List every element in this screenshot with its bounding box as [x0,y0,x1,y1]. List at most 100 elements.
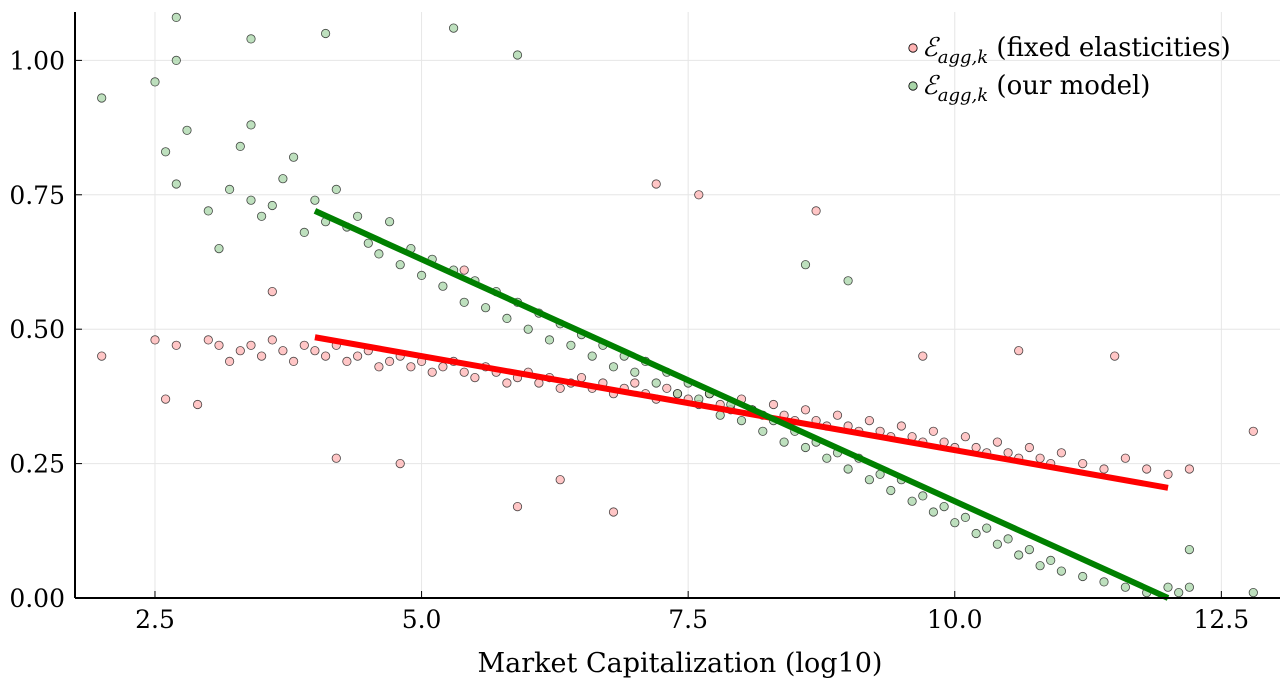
series-0-point [1024,442,1035,453]
series-0-point [896,421,907,431]
series-0-point [320,351,331,361]
series-0-point [1248,426,1258,436]
series-0-point [1003,448,1013,458]
series-0-point [555,383,565,393]
axes: 2.5 5.0 7.5 10.0 12.5 0.00 0.25 0.50 0.75 1.00 [9,12,1280,634]
series-0-point [992,437,1003,447]
series-1-point [1099,577,1109,587]
series-0-point [928,426,939,436]
series-0-point [203,335,213,345]
series-1-point [480,303,491,313]
series-0-point [235,346,245,356]
series-0-point [459,367,469,377]
series-1-point [171,12,181,22]
series-0-point [694,190,704,200]
series-0-point [299,340,309,350]
series-1-point [331,184,341,194]
series-0-point [470,372,480,383]
series-0-point [310,346,320,356]
series-1-point [907,496,917,506]
series-1-point [800,442,811,453]
y-tick-label: 0.50 [9,315,65,344]
series-1-point [672,389,683,399]
series-1-point [1184,544,1195,555]
series-0-point [651,179,661,189]
legend-entry-0: ℰagg,k (fixed elasticities) [922,33,1231,68]
series-1-point [992,539,1003,549]
series-1-point [1056,566,1067,576]
series-1-point [779,437,789,447]
series-0-point [374,362,384,372]
series-0-point [459,265,469,275]
series-1-point [1078,571,1088,582]
y-tick-label: 0.00 [9,584,65,613]
series-1-point [182,125,192,135]
series-0-point [1142,464,1152,474]
legend-marker-1 [908,81,918,91]
series-0-point [1056,448,1067,458]
series-1-point [416,270,427,280]
series-0-point [1163,469,1173,479]
series-0-point [1014,346,1024,356]
series-0-point [352,351,363,361]
series-1-point [256,211,267,221]
series-1-point [1120,582,1131,592]
series-1-point [374,249,384,259]
series-1-point [939,501,949,512]
series-0-point [246,340,256,350]
series-0-point [406,362,416,372]
series-0-point [1120,453,1131,463]
series-1-point [1003,534,1013,544]
series-0-point [512,501,523,512]
series-0-point [193,399,203,410]
series-1-point [320,28,331,39]
series-0-point [1078,458,1088,469]
series-1-point [982,523,992,533]
series-1-point [1248,587,1258,598]
series-1-point [352,211,363,221]
series-1-point [918,491,928,501]
series-1-point [587,351,597,361]
series-0-point [1184,464,1195,474]
x-tick-label: 2.5 [135,605,175,634]
series-0-point [395,458,405,469]
series-0-point [288,356,299,366]
series-1-point [1046,555,1056,566]
series-1-trend-line [313,208,1170,601]
series-1-point [459,297,469,307]
x-tick-label: 10.0 [927,605,983,634]
series-0-point [576,372,587,383]
series-0-point [630,378,640,388]
series-0-point [278,346,288,356]
series-0-point [918,351,928,361]
legend-label: (our model) [988,71,1150,101]
series-1-point [736,415,747,426]
series-1-point [299,227,309,237]
series-1-point [864,475,875,485]
series-1-point [928,507,939,517]
series-1-point [171,55,181,66]
series-1-point [1035,561,1045,571]
legend-subscript: agg,k [938,85,988,106]
series-0-point [960,432,971,442]
series-0-point [331,453,341,463]
series-1-point [171,179,181,189]
series-0-point [267,335,277,345]
series-0-point [427,367,437,377]
series-0-point [1099,464,1109,474]
series-1-point [246,120,256,130]
series-0-point [768,399,779,410]
series-1-point [363,238,373,248]
series-1-point [438,281,448,291]
series-1-point [150,77,160,87]
series-0-point [555,475,565,485]
series-1-point [971,528,981,539]
series-0-point [171,340,181,350]
legend-symbol: ℰ [922,33,940,63]
legend-marker-0 [908,43,918,53]
series-1-point [651,378,661,388]
series-0-point [502,378,512,388]
series-1-point [384,217,395,227]
series-1-point [523,324,533,334]
